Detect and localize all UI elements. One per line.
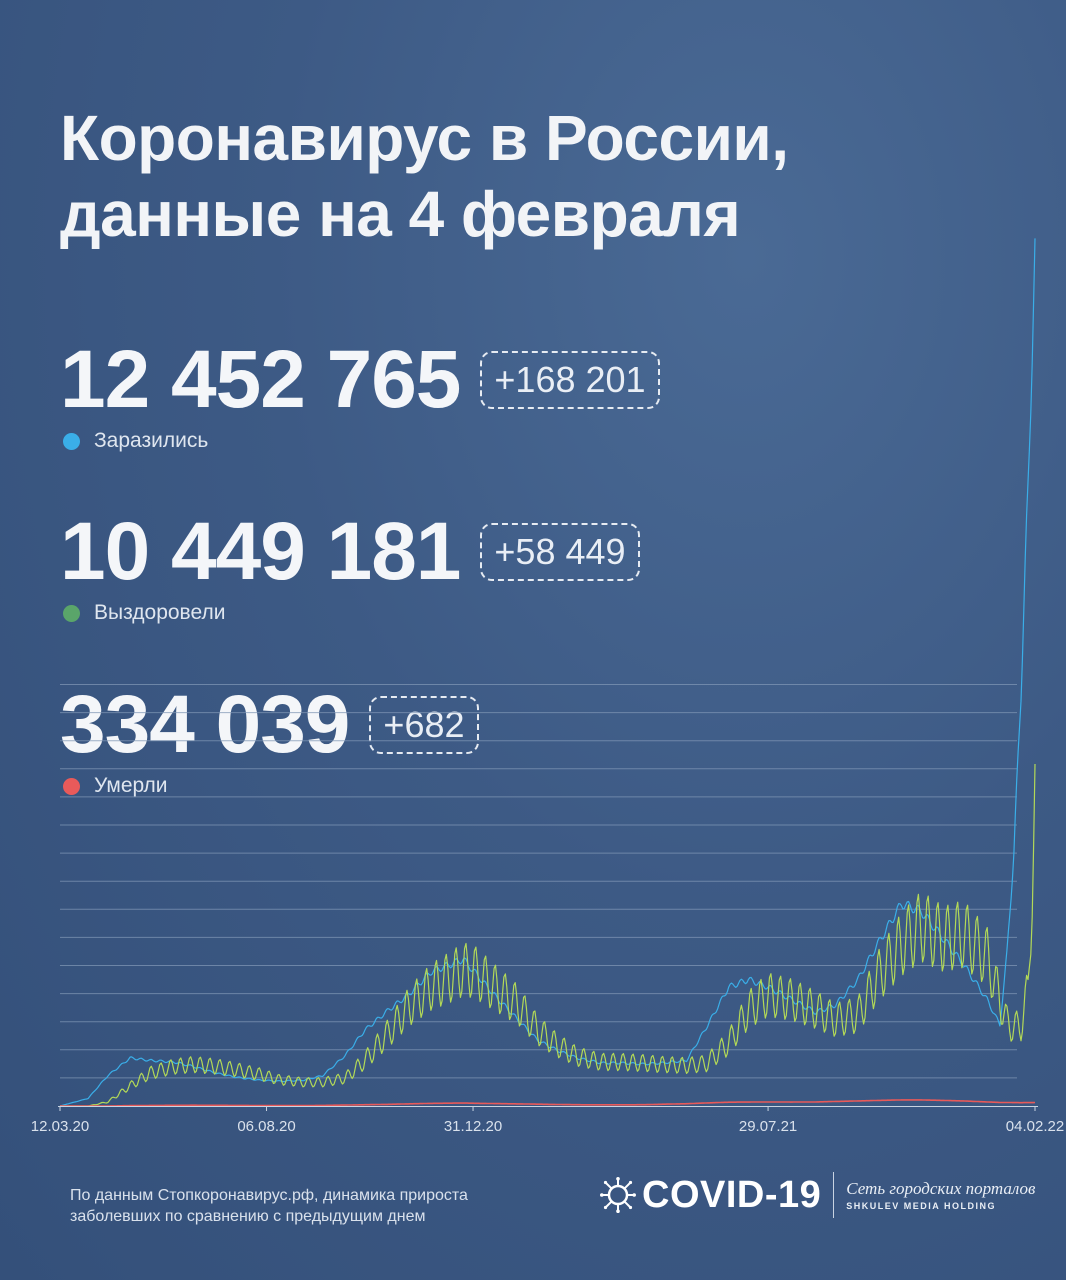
infected-legend-dot [63, 432, 80, 450]
stat-infected: 12 452 765 +168 201 Заразились [60, 335, 660, 453]
deaths-label: Умерли [94, 774, 168, 797]
series-line-recovered [60, 763, 1036, 1107]
virus-icon [600, 1177, 636, 1213]
stat-recovered: 10 449 181 +58 449 Выздоровели [60, 507, 640, 625]
infected-total: 12 452 765 [60, 334, 461, 425]
logo-holding-text: SHKULEV MEDIA HOLDING [846, 1201, 996, 1211]
infected-delta-badge: +168 201 [480, 351, 660, 409]
recovered-label: Выздоровели [94, 601, 226, 624]
deaths-delta-badge: +682 [369, 696, 479, 754]
title-line-1: Коронавирус в России, [60, 102, 789, 174]
page-title: Коронавирус в России, данные на 4 феврал… [60, 100, 789, 252]
source-note: По данным Стопкоронавирус.рф, динамика п… [70, 1185, 468, 1227]
x-tick-label: 04.02.22 [1006, 1118, 1064, 1135]
infected-label: Заразились [94, 429, 209, 452]
series-line-deaths [60, 1099, 1036, 1107]
chart-grid [60, 684, 1017, 1079]
series-line-infected [59, 238, 1036, 1107]
x-tick-label: 06.08.20 [237, 1118, 295, 1135]
chart-x-axis: 12.03.20 06.08.20 31.12.20 29.07.21 04.02.22 [31, 1106, 1064, 1135]
stat-deaths: 334 039 +682 Умерли [60, 680, 479, 798]
title-line-2: данные на 4 февраля [60, 178, 741, 250]
source-note-line-2: заболевших по сравнению с предыдущим дне… [70, 1208, 426, 1225]
logo-network-text: Сеть городских порталов [846, 1179, 1036, 1198]
recovered-total: 10 449 181 [60, 506, 461, 597]
logo-divider [833, 1172, 835, 1218]
recovered-legend-dot [63, 604, 80, 622]
x-tick-label: 12.03.20 [31, 1118, 89, 1135]
covid-logo: COVID-19 Сеть городских порталов SHKULEV… [600, 1172, 1035, 1218]
deaths-total: 334 039 [60, 679, 350, 770]
deaths-legend-dot [63, 777, 80, 795]
source-note-line-1: По данным Стопкоронавирус.рф, динамика п… [70, 1187, 468, 1204]
recovered-delta-badge: +58 449 [480, 523, 640, 581]
logo-wordmark: COVID-19 [642, 1173, 822, 1216]
x-tick-label: 31.12.20 [444, 1118, 502, 1135]
chart-series [59, 238, 1036, 1107]
x-tick-label: 29.07.21 [739, 1118, 797, 1135]
